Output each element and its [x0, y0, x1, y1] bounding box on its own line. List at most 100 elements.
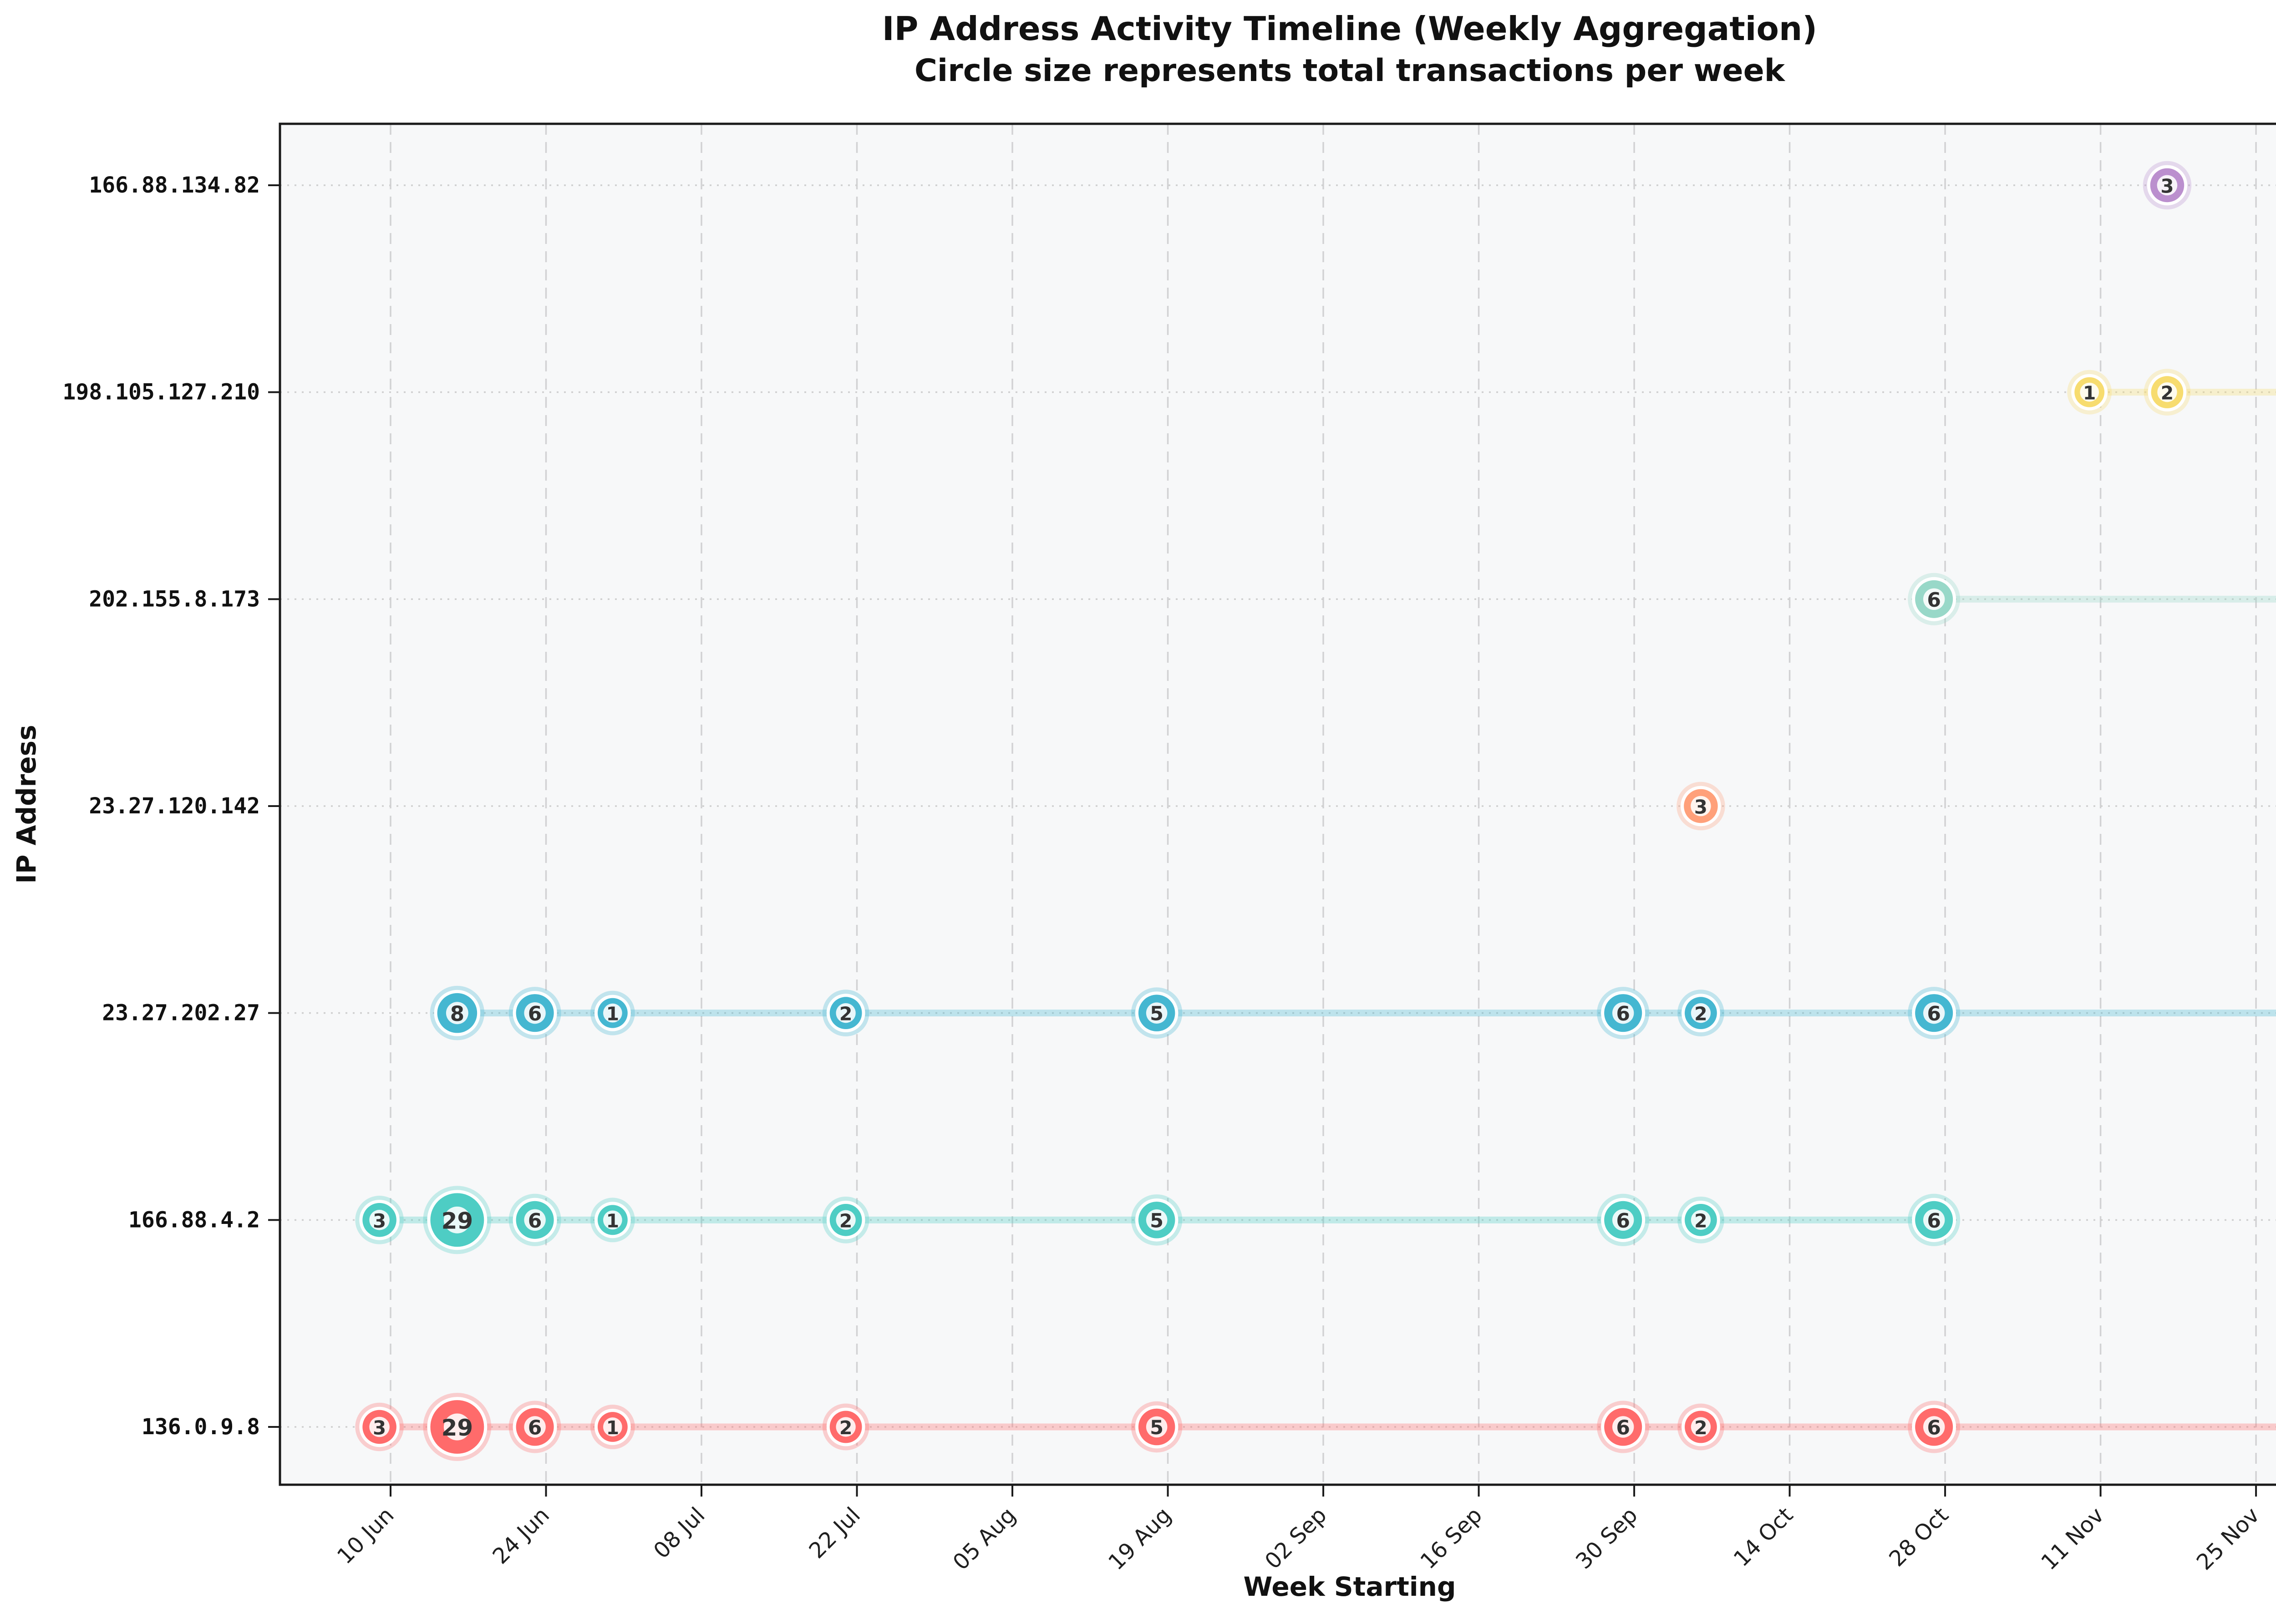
marker-center — [1923, 588, 1945, 610]
x-tick-label: 10 Jun — [332, 1502, 399, 1569]
marker-value: 29 — [442, 1415, 473, 1441]
data-point: 6 — [508, 1193, 561, 1246]
marker-center — [2157, 175, 2178, 196]
marker-center — [1923, 1002, 1945, 1024]
data-point: 6 — [1597, 987, 1650, 1040]
marker-value: 2 — [839, 1210, 853, 1232]
y-tick-label: 198.105.127.210 — [63, 380, 260, 405]
marker-value: 3 — [373, 1210, 386, 1232]
marker-center — [603, 1003, 622, 1023]
data-point: 29 — [423, 1393, 492, 1461]
marker-center — [524, 1416, 546, 1438]
x-tick-label: 22 Jul — [804, 1502, 865, 1564]
marker-center — [1691, 796, 1711, 817]
marker-center — [369, 1210, 390, 1230]
marker-value: 6 — [1616, 1002, 1630, 1025]
data-point: 8 — [430, 985, 485, 1040]
y-axis-label: IP Address — [11, 725, 42, 884]
y-tick-label: 136.0.9.8 — [142, 1414, 260, 1440]
marker-value: 8 — [450, 1002, 464, 1026]
data-point: 1 — [2067, 370, 2112, 415]
y-tick-label: 23.27.120.142 — [89, 793, 260, 819]
marker-center — [836, 1417, 856, 1437]
marker-center — [1146, 1209, 1168, 1231]
axes-spines — [279, 122, 2276, 1486]
data-point: 1 — [590, 990, 635, 1035]
data-point: 2 — [822, 990, 869, 1037]
marker-value: 1 — [606, 1210, 620, 1232]
data-point: 1 — [590, 1405, 635, 1449]
data-point: 2 — [1677, 1403, 1724, 1451]
marker-center — [443, 1206, 471, 1233]
data-point: 6 — [508, 1401, 561, 1453]
data-point: 3 — [355, 1402, 404, 1451]
marker-center — [1923, 1209, 1945, 1231]
data-point: 6 — [508, 987, 561, 1040]
data-point: 5 — [1131, 987, 1183, 1039]
data-point: 3 — [355, 1196, 404, 1244]
marker-center — [603, 1417, 622, 1436]
data-point: 3 — [1677, 782, 1725, 831]
x-tick-label: 02 Sep — [1260, 1502, 1332, 1574]
data-point: 2 — [1677, 990, 1724, 1037]
marker-value: 3 — [373, 1417, 386, 1439]
marker-value: 6 — [1927, 1002, 1941, 1025]
marker-value: 1 — [606, 1417, 620, 1439]
marker-value: 2 — [1694, 1003, 1707, 1025]
data-point: 6 — [1908, 987, 1961, 1040]
marker-center — [603, 1210, 622, 1230]
marker-center — [1146, 1002, 1168, 1024]
marker-center — [1612, 1209, 1634, 1231]
marker-center — [369, 1416, 390, 1437]
marker-value: 2 — [2161, 382, 2174, 404]
marker-value: 6 — [528, 1002, 542, 1025]
y-tick-label: 202.155.8.173 — [89, 586, 260, 612]
chart-title-block: IP Address Activity Timeline (Weekly Agg… — [280, 7, 2276, 91]
marker-center — [2080, 382, 2099, 402]
marker-center — [524, 1209, 546, 1231]
data-point: 3 — [2143, 161, 2192, 210]
x-tick-label: 19 Aug — [1103, 1502, 1176, 1575]
data-point: 6 — [1597, 1401, 1650, 1453]
data-point: 1 — [590, 1198, 635, 1243]
x-axis-label: Week Starting — [1243, 1571, 1456, 1602]
x-tick-label: 24 Jun — [488, 1502, 554, 1569]
marker-value: 3 — [1694, 796, 1707, 818]
marker-center — [1691, 1210, 1711, 1230]
chart-title: IP Address Activity Timeline (Weekly Agg… — [882, 10, 1818, 48]
x-tick-label: 16 Sep — [1415, 1502, 1487, 1574]
data-point: 2 — [822, 1403, 869, 1451]
marker-value: 6 — [1616, 1416, 1630, 1440]
marker-center — [446, 1002, 468, 1025]
marker-center — [2157, 382, 2177, 402]
marker-value: 2 — [839, 1003, 853, 1025]
plot-area-background — [280, 124, 2276, 1485]
marker-center — [1691, 1417, 1711, 1437]
y-tick-label: 166.88.134.82 — [89, 173, 260, 198]
marker-value: 6 — [528, 1209, 542, 1233]
marker-value: 2 — [1694, 1210, 1707, 1232]
marker-center — [1923, 1416, 1945, 1438]
x-tick-label: 14 Oct — [1729, 1502, 1798, 1572]
marker-value: 6 — [528, 1416, 542, 1440]
marker-value: 3 — [2160, 175, 2174, 197]
y-tick-label: 166.88.4.2 — [128, 1207, 260, 1233]
marker-value: 6 — [1927, 589, 1941, 612]
marker-value: 1 — [606, 1003, 620, 1025]
chart-subtitle: Circle size represents total transaction… — [914, 53, 1785, 89]
marker-value: 2 — [839, 1417, 853, 1439]
marker-center — [443, 1413, 471, 1441]
data-point: 6 — [1597, 1193, 1650, 1246]
data-point: 5 — [1131, 1194, 1183, 1246]
x-tick-label: 08 Jul — [649, 1502, 710, 1564]
x-tick-label: 28 Oct — [1884, 1502, 1953, 1572]
data-point: 6 — [1908, 1401, 1961, 1453]
marker-center — [524, 1002, 546, 1024]
data-point: 29 — [423, 1186, 492, 1254]
data-point: 6 — [1908, 1193, 1961, 1246]
marker-center — [1612, 1416, 1634, 1438]
marker-value: 5 — [1150, 1003, 1163, 1025]
marker-value: 2 — [1694, 1417, 1707, 1439]
